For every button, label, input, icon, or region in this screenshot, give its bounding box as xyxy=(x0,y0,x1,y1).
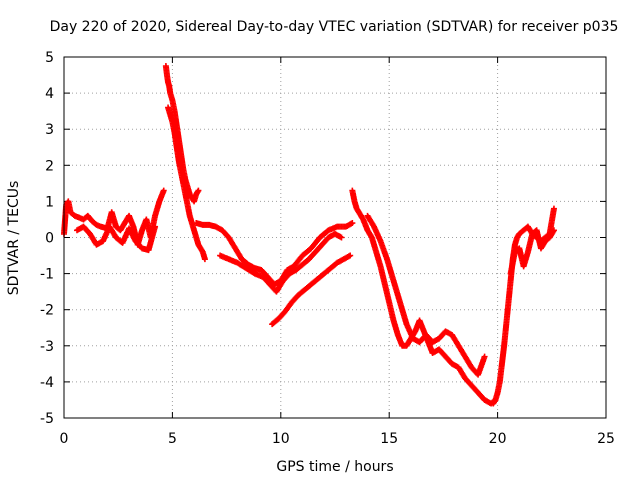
y-tick-label: -1 xyxy=(40,267,54,283)
data-point xyxy=(152,223,159,230)
tick-labels: 0 5 10 15 20 25 -5 -4 -3 -2 -1 0 1 2 3 4 5 xyxy=(40,50,615,447)
y-tick-label: 5 xyxy=(45,50,54,66)
y-tick-label: 3 xyxy=(45,122,54,138)
y-tick-label: -5 xyxy=(40,411,54,427)
y-tick-label: -4 xyxy=(40,375,54,391)
y-tick-label: 2 xyxy=(45,158,54,174)
data-point xyxy=(201,256,208,263)
x-tick-label: 25 xyxy=(597,431,615,447)
x-tick-label: 10 xyxy=(272,431,290,447)
data-point xyxy=(195,187,202,194)
data-marks xyxy=(61,63,557,407)
data-point xyxy=(349,220,356,227)
y-tick-label: 1 xyxy=(45,194,54,210)
y-tick-label: -2 xyxy=(40,303,54,319)
plot-frame xyxy=(63,56,607,419)
y-axis-label: SDTVAR / TECUs xyxy=(6,181,22,296)
x-tick-label: 0 xyxy=(60,431,69,447)
data-point xyxy=(550,205,557,212)
data-point xyxy=(550,227,557,234)
x-tick-label: 5 xyxy=(168,431,177,447)
data-point xyxy=(481,353,488,360)
x-axis-label: GPS time / hours xyxy=(276,459,393,475)
y-tick-label: 4 xyxy=(45,86,54,102)
y-tick-label: -3 xyxy=(40,339,54,355)
data-point xyxy=(160,187,167,194)
x-tick-label: 15 xyxy=(380,431,398,447)
y-tick-label: 0 xyxy=(45,231,54,247)
x-tick-label: 20 xyxy=(489,431,507,447)
data-point xyxy=(347,252,354,259)
data-point xyxy=(338,234,345,241)
chart-title: Day 220 of 2020, Sidereal Day-to-day VTE… xyxy=(50,19,619,35)
